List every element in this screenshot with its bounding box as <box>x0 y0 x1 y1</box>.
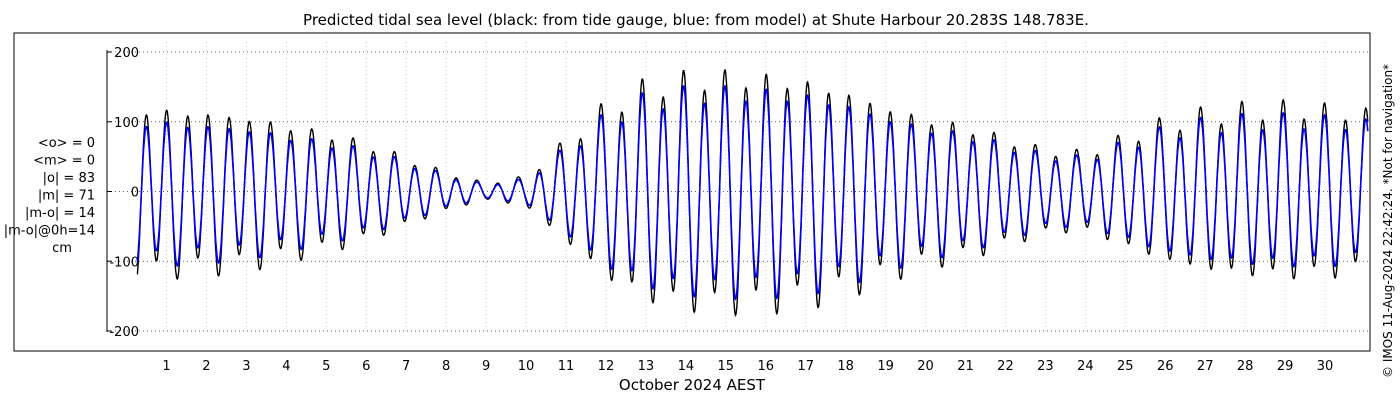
x-tick-label: 19 <box>877 359 894 374</box>
stats-block: <o> = 0 <m> = 0 |o| = 83 |m| = 71 |m-o| = 14… <box>4 136 95 256</box>
x-tick-label: 14 <box>678 359 695 374</box>
x-tick-label: 22 <box>997 359 1014 374</box>
x-tick-label: 4 <box>282 359 290 374</box>
x-tick-label: 16 <box>757 359 774 374</box>
x-axis-ticks: 1 2 3 4 5 6 7 8 9 10 11 12 13 14 15 16 17 18 19 20 21 22 23 24 2… <box>162 359 1333 374</box>
stat-line: <m> = 0 <box>33 154 95 169</box>
x-tick-label: 5 <box>322 359 330 374</box>
y-tick-label: 0 <box>131 186 139 201</box>
stat-line: |m| = 71 <box>38 189 95 204</box>
x-tick-label: 3 <box>242 359 250 374</box>
x-tick-label: 29 <box>1277 359 1294 374</box>
stat-line: |m-o| = 14 <box>25 206 95 221</box>
x-axis-label: October 2024 AEST <box>619 376 766 394</box>
y-tick-label: -200 <box>109 325 139 340</box>
y-tick-label: 200 <box>114 46 139 61</box>
x-tick-label: 28 <box>1237 359 1254 374</box>
x-tick-label: 23 <box>1037 359 1054 374</box>
x-tick-label: 12 <box>598 359 615 374</box>
x-tick-label: 7 <box>402 359 410 374</box>
y-tick-label: -100 <box>109 255 139 270</box>
copyright-note: © IMOS 11-Aug-2024 22:42:24. *Not for na… <box>1381 64 1395 378</box>
x-tick-label: 15 <box>718 359 735 374</box>
x-tick-label: 10 <box>518 359 535 374</box>
grid-lines <box>107 42 1370 333</box>
stat-line: |o| = 83 <box>43 171 95 186</box>
x-tick-label: 25 <box>1117 359 1134 374</box>
stat-line: <o> = 0 <box>38 136 95 151</box>
x-tick-label: 9 <box>482 359 490 374</box>
x-tick-label: 24 <box>1077 359 1094 374</box>
x-tick-label: 17 <box>797 359 814 374</box>
stat-line: cm <box>52 241 72 256</box>
x-tick-label: 8 <box>442 359 450 374</box>
series-line-gauge <box>136 68 1369 317</box>
x-tick-label: 20 <box>917 359 934 374</box>
x-tick-label: 11 <box>558 359 575 374</box>
y-axis-ticks: 200 100 0 -100 -200 <box>107 46 139 340</box>
chart-title: Predicted tidal sea level (black: from t… <box>303 11 1089 29</box>
y-tick-label: 100 <box>114 116 139 131</box>
series-line-model <box>136 85 1369 301</box>
x-tick-label: 21 <box>957 359 974 374</box>
stat-line: |m-o|@0h=14 <box>4 224 95 239</box>
outer-frame <box>13 32 1371 352</box>
series-lines <box>136 68 1369 317</box>
x-tick-label: 1 <box>162 359 170 374</box>
x-tick-label: 18 <box>837 359 854 374</box>
x-tick-label: 2 <box>202 359 210 374</box>
x-tick-label: 27 <box>1197 359 1214 374</box>
x-tick-label: 30 <box>1317 359 1334 374</box>
x-tick-label: 26 <box>1157 359 1174 374</box>
x-tick-label: 13 <box>638 359 655 374</box>
x-tick-label: 6 <box>362 359 370 374</box>
